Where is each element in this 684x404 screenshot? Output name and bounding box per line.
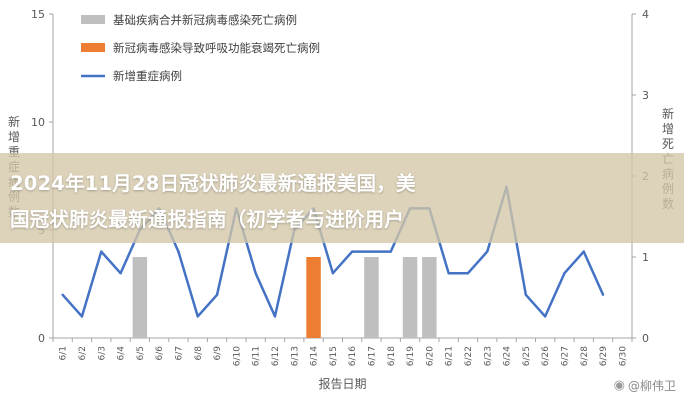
- x-tick-label: 6/22: [464, 346, 474, 366]
- x-tick-label: 6/16: [348, 346, 358, 366]
- line-point: [582, 250, 585, 253]
- x-tick-label: 6/17: [367, 346, 377, 366]
- line-point: [215, 293, 219, 296]
- legend-label: 新增重症病例: [113, 69, 182, 83]
- x-tick-label: 6/19: [406, 346, 416, 366]
- line-point: [331, 272, 335, 275]
- overlay-title-line-1: 2024年11月28日冠状肺炎最新通报美国，美: [10, 172, 416, 195]
- x-tick-label: 6/12: [271, 346, 281, 366]
- line-point: [543, 315, 547, 318]
- x-tick-label: 6/6: [155, 346, 165, 361]
- legend-swatch-bar: [81, 43, 105, 52]
- x-tick-label: 6/14: [310, 346, 320, 366]
- left-tick-label: 10: [31, 116, 45, 129]
- weibo-icon: ◉: [613, 378, 625, 393]
- right-tick-label: 3: [642, 89, 649, 102]
- left-tick-label: 0: [38, 332, 45, 345]
- line-point: [389, 250, 392, 253]
- line-point: [61, 293, 64, 296]
- line-point: [196, 315, 199, 318]
- line-point: [350, 250, 354, 253]
- line-point: [524, 293, 528, 296]
- x-tick-label: 6/20: [425, 346, 435, 366]
- bar-6-5: [132, 257, 148, 338]
- line-point: [370, 250, 373, 253]
- title-overlay-banner: 2024年11月28日冠状肺炎最新通报美国，美 国冠状肺炎最新通报指南（初学者与…: [0, 153, 684, 243]
- line-point: [80, 315, 84, 318]
- legend-label: 新冠病毒感染导致呼吸功能衰竭死亡病例: [113, 41, 320, 55]
- x-tick-label: 6/3: [97, 346, 107, 360]
- bar-6-19: [402, 257, 418, 338]
- legend-swatch-bar: [81, 15, 105, 24]
- right-tick-label: 1: [642, 251, 649, 264]
- x-tick-label: 6/23: [483, 346, 493, 366]
- x-tick-label: 6/21: [445, 346, 455, 366]
- line-point: [447, 272, 450, 275]
- x-tick-label: 6/9: [213, 346, 223, 361]
- x-tick-label: 6/2: [78, 346, 88, 360]
- x-tick-label: 6/10: [232, 346, 242, 366]
- line-point: [119, 272, 122, 275]
- x-tick-label: 6/4: [117, 346, 127, 361]
- x-axis-title: 报告日期: [318, 376, 366, 391]
- legend-label: 基础疾病合并新冠病毒感染死亡病例: [113, 13, 297, 27]
- x-tick-label: 6/11: [252, 346, 262, 366]
- right-tick-label: 4: [642, 8, 649, 21]
- x-tick-label: 6/5: [136, 346, 146, 360]
- x-tick-label: 6/18: [387, 346, 397, 366]
- x-tick-label: 6/15: [329, 346, 339, 366]
- line-point: [100, 250, 103, 253]
- line-point: [486, 250, 489, 253]
- line-point: [273, 315, 277, 318]
- line-point: [563, 272, 566, 275]
- line-point: [601, 293, 605, 296]
- bar-6-20: [422, 257, 437, 338]
- x-tick-label: 6/8: [194, 346, 204, 361]
- x-tick-label: 6/25: [522, 346, 532, 366]
- x-tick-label: 6/29: [599, 346, 609, 366]
- bar-6-17: [364, 257, 379, 338]
- x-tick-label: 6/26: [541, 346, 551, 366]
- watermark: ◉ @柳伟卫: [614, 377, 676, 394]
- overlay-title-line-2: 国冠状肺炎最新通报指南（初学者与进阶用户: [10, 208, 405, 231]
- left-tick-label: 15: [31, 8, 45, 21]
- x-tick-label: 6/30: [618, 346, 628, 366]
- watermark-text: @柳伟卫: [627, 379, 676, 393]
- x-tick-label: 6/7: [174, 346, 184, 360]
- x-tick-label: 6/27: [560, 346, 570, 366]
- x-tick-label: 6/24: [503, 346, 513, 366]
- x-tick-label: 6/13: [290, 346, 300, 366]
- line-point: [177, 250, 180, 253]
- right-tick-label: 0: [642, 332, 649, 345]
- line-point: [254, 272, 257, 275]
- x-tick-label: 6/1: [59, 346, 69, 360]
- x-tick-label: 6/28: [580, 346, 590, 366]
- bar-6-14: [306, 257, 321, 338]
- line-point: [466, 272, 470, 275]
